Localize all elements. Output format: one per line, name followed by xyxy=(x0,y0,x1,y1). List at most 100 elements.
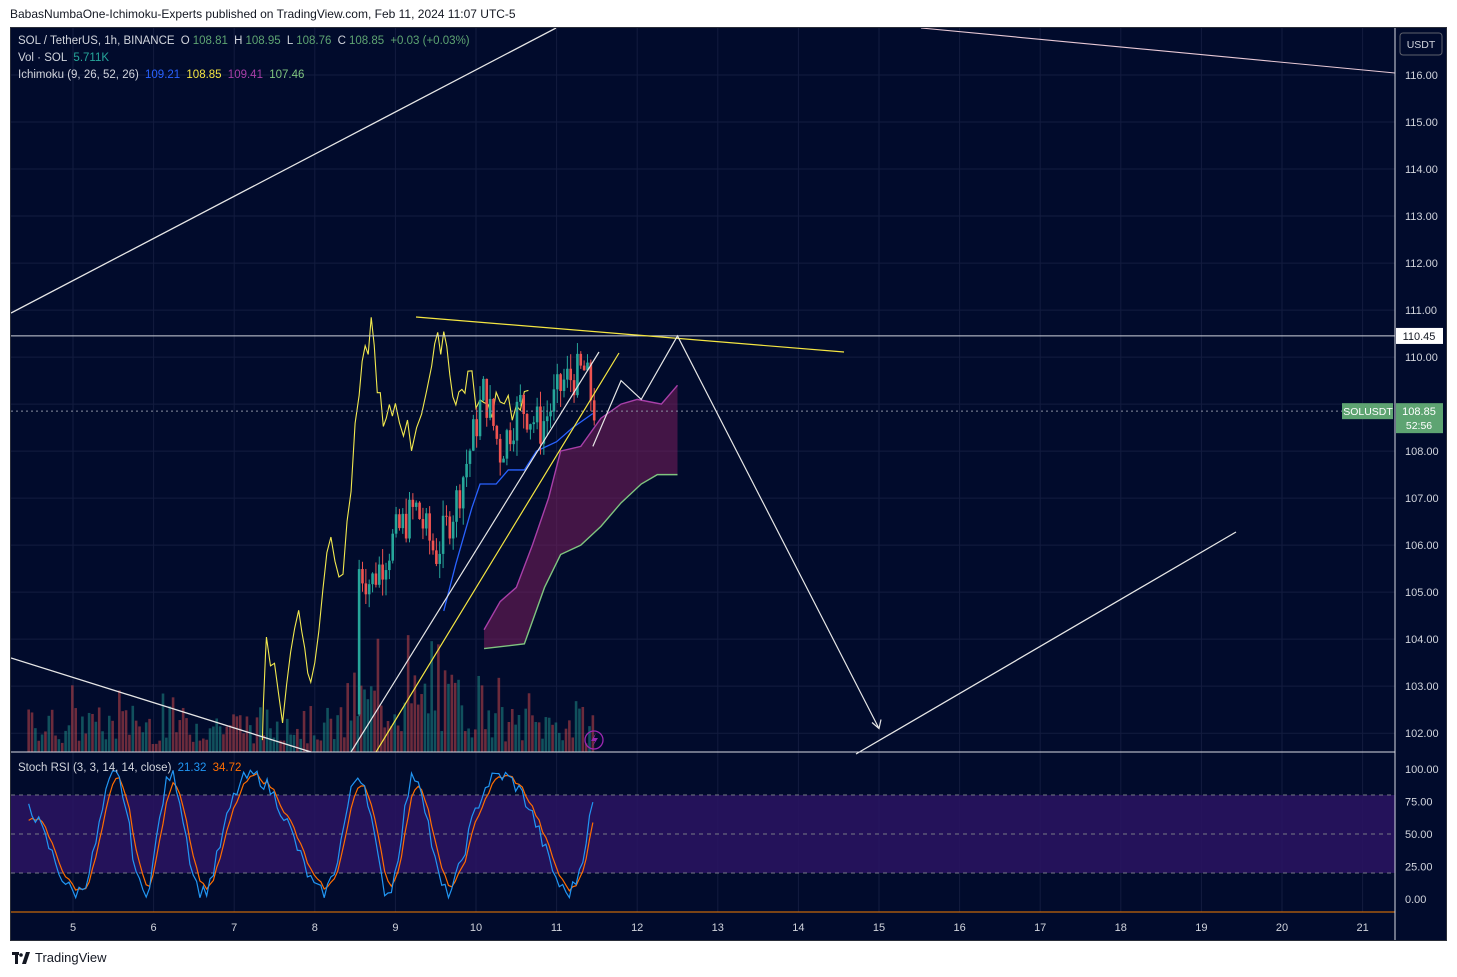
candle-body xyxy=(364,583,368,595)
volume-bar xyxy=(272,737,276,752)
ichimoku-cloud-fill xyxy=(484,385,678,649)
candle-body xyxy=(438,553,442,564)
volume-bar xyxy=(450,674,454,752)
price-tick-label: 102.00 xyxy=(1405,728,1439,740)
volume-bar xyxy=(60,742,64,752)
volume-bar xyxy=(517,714,521,752)
candle-body xyxy=(451,521,455,539)
candle-body xyxy=(421,519,425,529)
volume-bar xyxy=(349,720,353,752)
volume-bar xyxy=(208,728,212,752)
volume-bar xyxy=(460,705,464,752)
drawing-tools xyxy=(11,28,1396,755)
candle-body xyxy=(529,424,532,430)
base-line xyxy=(443,412,594,612)
volume-bar xyxy=(87,712,91,752)
volume-bar xyxy=(57,739,61,752)
volume-bar xyxy=(470,737,474,752)
volume-bar xyxy=(81,716,84,752)
volume-bar xyxy=(30,712,34,752)
volume-bar xyxy=(121,711,125,752)
volume-bar xyxy=(94,721,98,752)
volume-bar xyxy=(302,710,306,752)
close-label: C xyxy=(337,35,346,47)
price-tick-label: 111.00 xyxy=(1405,305,1437,317)
volume-bar xyxy=(212,726,215,752)
volume-bar xyxy=(44,731,47,752)
candle-body xyxy=(424,513,428,529)
volume-bar xyxy=(383,727,386,752)
candle-body xyxy=(576,353,579,396)
volume-bar xyxy=(497,677,501,752)
ichimoku-conversion-value: 109.21 xyxy=(145,69,181,81)
volume-bar xyxy=(50,709,54,752)
time-tick-label: 19 xyxy=(1195,922,1207,934)
last-price-badge xyxy=(1396,403,1443,434)
candle-body xyxy=(482,378,485,401)
volume-bar xyxy=(537,722,541,752)
close-value: 108.85 xyxy=(348,35,385,47)
volume-bar xyxy=(343,737,346,752)
stoch-tick-label: 50.00 xyxy=(1405,829,1433,841)
volume-bar xyxy=(551,724,554,752)
candle-body xyxy=(512,440,515,445)
volume-bar xyxy=(118,690,121,752)
time-tick-label: 7 xyxy=(231,922,237,934)
volume-bar xyxy=(107,715,111,752)
volume-bar xyxy=(282,740,286,752)
volume-bar xyxy=(413,675,417,752)
trend-line-upper-right xyxy=(920,28,1396,74)
symbol-badge-label: SOLUSDT xyxy=(1343,406,1393,418)
volume-bar xyxy=(154,743,158,752)
chart-canvas[interactable]: 116.00115.00114.00113.00112.00111.00110.… xyxy=(11,28,1447,941)
last-price-label: 108.85 xyxy=(1402,406,1436,418)
publish-header: BabasNumbaOne-Ichimoku-Experts published… xyxy=(10,7,516,21)
stoch-tick-label: 100.00 xyxy=(1405,764,1439,776)
candle-body xyxy=(374,573,378,585)
volume-bar xyxy=(84,733,88,752)
volume-bar xyxy=(292,734,296,752)
channel-line-white xyxy=(350,351,600,753)
candles xyxy=(357,343,596,717)
volume-bar xyxy=(198,740,202,752)
volume-bar xyxy=(430,641,433,752)
volume-bar xyxy=(178,720,182,752)
candle-body xyxy=(388,560,391,571)
volume-bar xyxy=(158,740,161,752)
tradingview-brand[interactable]: TradingView xyxy=(12,950,107,965)
volume-bar xyxy=(319,740,323,752)
volume-bar xyxy=(531,715,534,752)
chart-frame[interactable]: 116.00 115.00 114.00 113.00 112.00 111.00 110.… xyxy=(10,27,1447,941)
stoch-rsi-lines xyxy=(28,769,594,900)
volume-bar xyxy=(363,689,366,752)
volume-bar xyxy=(306,743,309,752)
volume-bar xyxy=(285,718,289,752)
symbol-title: SOL / TetherUS, 1h, BINANCE xyxy=(18,35,175,47)
price-tick-label: 112.00 xyxy=(1405,258,1438,270)
volume-bar xyxy=(494,713,497,752)
candle-body xyxy=(445,515,448,517)
currency-button-label: USDT xyxy=(1407,39,1436,51)
candle-body xyxy=(539,406,542,444)
volume-bar xyxy=(568,720,571,752)
time-tick-label: 13 xyxy=(712,922,724,934)
candle-body xyxy=(592,400,596,421)
volume-bar xyxy=(309,706,313,752)
candle-body xyxy=(441,515,445,554)
volume-bar xyxy=(437,644,440,752)
candle-body xyxy=(478,400,482,437)
currency-button[interactable] xyxy=(1399,32,1443,56)
price-tick-label: 105.00 xyxy=(1405,587,1439,599)
candle-body xyxy=(371,573,374,585)
volume-bar xyxy=(171,697,175,752)
volume-bar xyxy=(467,728,470,752)
candle-body xyxy=(377,564,381,585)
low-value: 108.76 xyxy=(296,35,332,47)
volume-bar xyxy=(420,694,423,752)
volume-bar xyxy=(165,737,168,752)
candle-body xyxy=(566,368,569,380)
candle-body xyxy=(552,389,556,412)
volume-bar xyxy=(329,718,333,752)
volume-bar xyxy=(427,713,430,752)
candle-body xyxy=(394,514,398,534)
